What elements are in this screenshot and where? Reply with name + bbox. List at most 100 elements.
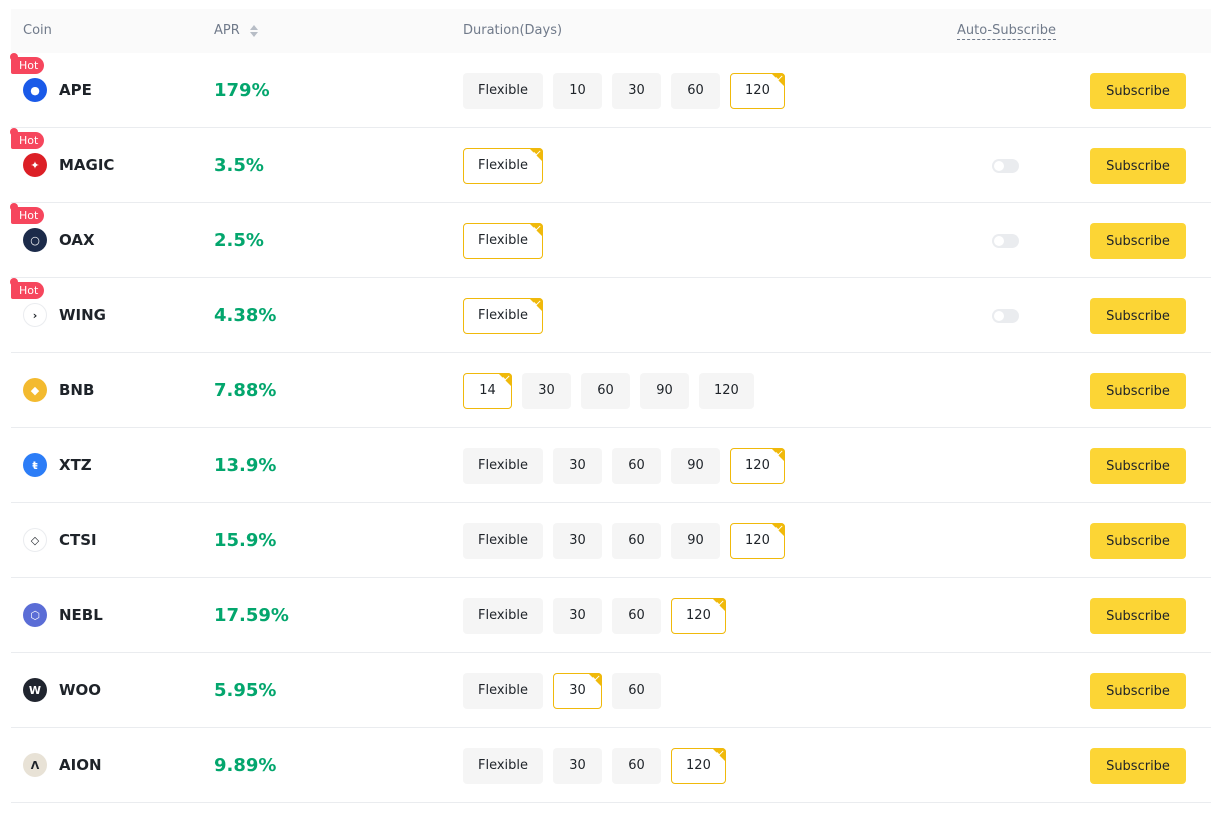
table-row: Hot ○ OAX 2.5% Flexible Subscribe [9,203,1211,278]
duration-option[interactable]: 30 [553,448,603,484]
duration-option[interactable]: 10 [553,73,603,109]
auto-subscribe-toggle[interactable] [992,309,1019,323]
coin-name: OAX [59,231,95,249]
subscribe-button[interactable]: Subscribe [1090,523,1186,559]
toggle-knob [994,161,1004,171]
staking-table: Coin APR Duration(Days) Auto-Subscribe H… [9,9,1211,803]
duration-option[interactable]: 120 [730,73,785,109]
table-row: Λ AION 9.89% Flexible 30 60 120 Subscribe [11,728,1211,803]
subscribe-button[interactable]: Subscribe [1090,598,1186,634]
duration-options: Flexible 30 60 90 120 [463,523,785,559]
duration-option[interactable]: 30 [522,373,571,409]
subscribe-button[interactable]: Subscribe [1090,298,1186,334]
subscribe-button[interactable]: Subscribe [1090,373,1186,409]
duration-options: Flexible [463,298,544,334]
header-duration: Duration(Days) [463,23,563,38]
duration-option[interactable]: 60 [612,748,662,784]
duration-option[interactable]: Flexible [463,298,544,334]
header-auto-subscribe[interactable]: Auto-Subscribe [957,9,1056,53]
table-row: ◆ BNB 7.88% 14 30 60 90 120 Subscribe [11,353,1211,428]
apr-value: 15.9% [214,530,277,551]
duration-option[interactable]: Flexible [463,598,544,634]
table-row: ⬡ NEBL 17.59% Flexible 30 60 120 Subscribe [11,578,1211,653]
coin-name: BNB [59,381,95,399]
duration-option[interactable]: 60 [581,373,630,409]
apr-value: 4.38% [214,305,277,326]
apr-value: 13.9% [214,455,277,476]
coin-name: AION [59,756,102,774]
header-apr[interactable]: APR [214,9,258,53]
duration-option[interactable]: Flexible [463,448,544,484]
duration-options: 14 30 60 90 120 [463,373,754,409]
apr-value: 7.88% [214,380,277,401]
duration-option[interactable]: Flexible [463,673,544,709]
duration-options: Flexible [463,148,544,184]
duration-options: Flexible [463,223,544,259]
subscribe-button[interactable]: Subscribe [1090,673,1186,709]
coin-name: NEBL [59,606,103,624]
table-row: Hot › WING 4.38% Flexible Subscribe [9,278,1211,353]
subscribe-button[interactable]: Subscribe [1090,73,1186,109]
duration-option[interactable]: 90 [671,448,721,484]
duration-options: Flexible 30 60 120 [463,748,726,784]
duration-option[interactable]: Flexible [463,148,544,184]
duration-option[interactable]: 120 [730,448,785,484]
duration-option[interactable]: 60 [612,673,662,709]
oax-icon: ○ [23,228,47,252]
coin-name: MAGIC [59,156,115,174]
duration-option[interactable]: 120 [671,598,726,634]
duration-option[interactable]: 30 [553,523,603,559]
duration-option[interactable]: 60 [612,448,662,484]
duration-option[interactable]: 90 [671,523,721,559]
table-row: W WOO 5.95% Flexible 30 60 Subscribe [11,653,1211,728]
duration-option[interactable]: 90 [640,373,689,409]
duration-option[interactable]: 30 [553,748,603,784]
wing-icon: › [23,303,47,327]
coin-name: WING [59,306,106,324]
aion-icon: Λ [23,753,47,777]
auto-subscribe-toggle[interactable] [992,234,1019,248]
subscribe-button[interactable]: Subscribe [1090,448,1186,484]
duration-option[interactable]: 120 [671,748,726,784]
apr-value: 5.95% [214,680,277,701]
duration-option[interactable]: 120 [699,373,754,409]
duration-option[interactable]: 30 [612,73,662,109]
table-header: Coin APR Duration(Days) Auto-Subscribe [11,9,1211,53]
nebl-icon: ⬡ [23,603,47,627]
duration-option[interactable]: 60 [671,73,721,109]
header-apr-label: APR [214,23,240,38]
duration-option[interactable]: 14 [463,373,512,409]
duration-option[interactable]: Flexible [463,748,544,784]
toggle-knob [994,236,1004,246]
coin-name: CTSI [59,531,97,549]
ctsi-icon: ◇ [23,528,47,552]
ape-icon: ● [23,78,47,102]
sort-icon[interactable] [249,25,258,37]
bnb-icon: ◆ [23,378,47,402]
duration-option[interactable]: 30 [553,598,603,634]
subscribe-button[interactable]: Subscribe [1090,148,1186,184]
table-row: ŧ XTZ 13.9% Flexible 30 60 90 120 Subscribe [11,428,1211,503]
apr-value: 17.59% [214,605,289,626]
subscribe-button[interactable]: Subscribe [1090,748,1186,784]
coin-name: WOO [59,681,102,699]
coin-name: APE [59,81,92,99]
duration-option[interactable]: 60 [612,598,662,634]
header-coin: Coin [23,23,52,38]
duration-options: Flexible 30 60 120 [463,598,726,634]
duration-option[interactable]: Flexible [463,523,544,559]
apr-value: 9.89% [214,755,277,776]
duration-option[interactable]: 60 [612,523,662,559]
apr-value: 3.5% [214,155,264,176]
magic-icon: ✦ [23,153,47,177]
toggle-knob [994,311,1004,321]
duration-option[interactable]: Flexible [463,223,544,259]
auto-subscribe-toggle[interactable] [992,159,1019,173]
duration-options: Flexible 10 30 60 120 [463,73,785,109]
duration-option[interactable]: Flexible [463,73,544,109]
duration-option[interactable]: 30 [553,673,603,709]
duration-option[interactable]: 120 [730,523,785,559]
coin-name: XTZ [59,456,92,474]
subscribe-button[interactable]: Subscribe [1090,223,1186,259]
table-body: Hot ● APE 179% Flexible 10 30 60 120 Subscribe Hot… [9,53,1211,803]
